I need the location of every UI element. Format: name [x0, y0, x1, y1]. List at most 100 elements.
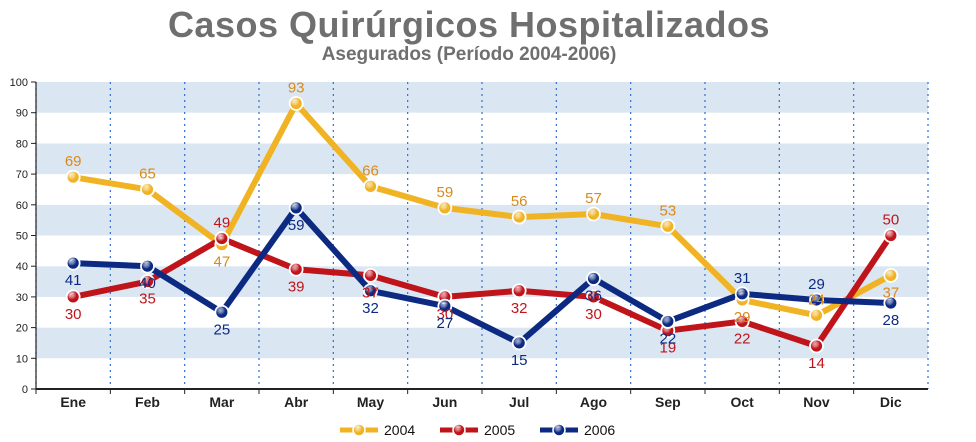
y-tick-label: 30 — [16, 292, 28, 304]
x-tick-label: Sep — [655, 394, 681, 410]
x-tick-label: May — [357, 394, 384, 410]
data-label-2005: 22 — [734, 330, 751, 347]
x-tick-label: Ene — [60, 394, 86, 410]
x-tick-label: Nov — [803, 394, 830, 410]
data-label-2006: 22 — [659, 330, 676, 347]
data-point-2005 — [140, 274, 155, 289]
y-tick-label: 0 — [22, 384, 28, 396]
chart-title: Casos Quirúrgicos Hospitalizados — [167, 4, 771, 45]
legend-swatch-marker — [552, 423, 566, 437]
series-line-2006 — [70, 204, 894, 346]
legend-swatch-marker — [352, 423, 366, 437]
data-label-2006: 31 — [734, 270, 751, 287]
y-tick-label: 90 — [16, 108, 28, 120]
y-tick-label: 100 — [10, 77, 28, 89]
series-line-2005 — [70, 232, 894, 350]
x-tick-label: Mar — [209, 394, 234, 410]
data-point-2006 — [734, 286, 750, 302]
data-point-2005 — [586, 289, 601, 305]
legend-label: 2004 — [384, 422, 415, 438]
x-tick-label: Oct — [730, 394, 754, 410]
data-point-2006 — [214, 304, 230, 320]
data-point-2006 — [288, 200, 304, 216]
y-tick-label: 80 — [16, 138, 28, 150]
data-point-2006 — [511, 335, 527, 351]
data-label-2004: 66 — [362, 162, 379, 179]
data-label-2006: 59 — [288, 217, 305, 234]
data-point-2004 — [288, 96, 304, 111]
data-label-2004: 29 — [734, 309, 751, 326]
data-label-2005: 50 — [882, 212, 899, 229]
data-point-2004 — [363, 178, 378, 194]
data-label-2005: 14 — [808, 355, 825, 372]
data-label-2004: 57 — [585, 190, 602, 207]
data-point-2006 — [660, 314, 676, 329]
data-label-2004: 93 — [288, 79, 305, 96]
grid-band — [36, 358, 928, 389]
y-tick-label: 50 — [16, 231, 28, 243]
series-line-2004 — [70, 100, 894, 319]
data-label-2005: 49 — [213, 215, 230, 232]
x-tick-label: Ago — [580, 394, 607, 410]
data-label-2005: 30 — [436, 306, 453, 323]
data-label-2004: 37 — [882, 284, 899, 301]
y-tick-label: 40 — [16, 261, 28, 273]
data-label-2005: 37 — [362, 284, 379, 301]
data-point-2005 — [363, 268, 378, 283]
data-label-2005: 35 — [139, 291, 156, 308]
data-label-2004: 56 — [511, 193, 528, 210]
data-label-2006: 27 — [436, 315, 453, 332]
data-label-2005: 30 — [585, 306, 602, 323]
data-point-2006 — [437, 298, 453, 314]
data-label-2006: 41 — [65, 272, 82, 289]
legend-label: 2005 — [484, 422, 515, 438]
x-tick-label: Jun — [432, 394, 457, 410]
data-label-2005: 30 — [65, 306, 82, 323]
data-point-2004 — [586, 206, 601, 222]
data-point-2004 — [660, 218, 676, 234]
data-point-2004 — [65, 169, 81, 185]
data-point-2006 — [586, 271, 601, 286]
data-point-2006 — [883, 295, 899, 311]
grid-band — [36, 82, 928, 113]
y-tick-label: 70 — [16, 169, 28, 181]
data-label-2006: 32 — [362, 300, 379, 317]
grid-band — [36, 112, 928, 144]
data-label-2006: 40 — [139, 275, 156, 292]
data-point-2006 — [65, 255, 81, 271]
y-tick-label: 20 — [16, 323, 28, 335]
data-label-2004: 24 — [808, 291, 825, 308]
x-tick-label: Abr — [284, 394, 309, 410]
data-label-2006: 15 — [511, 352, 528, 369]
data-point-2006 — [809, 292, 824, 308]
legend-swatch-marker — [452, 423, 466, 437]
data-point-2005 — [65, 289, 81, 305]
data-label-2004: 69 — [65, 153, 82, 170]
data-point-2006 — [363, 283, 378, 299]
data-label-2004: 53 — [659, 202, 676, 219]
data-point-2004 — [511, 209, 527, 225]
data-point-2006 — [140, 258, 155, 274]
data-label-2005: 32 — [511, 300, 528, 317]
chart-subtitle: Asegurados (Período 2004-2006) — [321, 44, 617, 65]
data-point-2005 — [883, 228, 899, 243]
data-label-2005: 39 — [288, 278, 305, 295]
data-point-2004 — [140, 182, 155, 197]
data-point-2005 — [809, 338, 824, 354]
data-point-2004 — [809, 307, 824, 323]
data-label-2005: 19 — [659, 340, 676, 357]
legend-label: 2006 — [584, 422, 615, 438]
data-point-2004 — [437, 200, 453, 216]
data-label-2004: 47 — [213, 254, 230, 271]
data-label-2006: 29 — [808, 276, 825, 293]
y-tick-label: 60 — [16, 200, 28, 212]
x-tick-label: Feb — [135, 394, 160, 410]
data-point-2005 — [288, 261, 304, 277]
data-label-2006: 28 — [882, 312, 899, 329]
data-label-2006: 25 — [213, 321, 230, 338]
data-label-2006: 36 — [585, 287, 602, 304]
data-point-2005 — [734, 314, 750, 329]
data-label-2004: 65 — [139, 165, 156, 182]
y-tick-label: 10 — [16, 353, 28, 365]
